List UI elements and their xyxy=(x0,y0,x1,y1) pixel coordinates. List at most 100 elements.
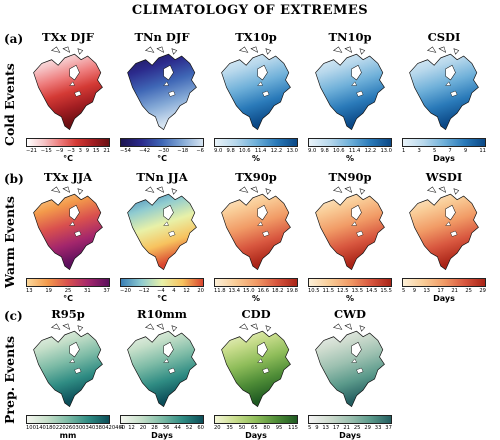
land-shape xyxy=(315,193,385,271)
land-shape xyxy=(409,53,479,131)
land-shape xyxy=(315,53,385,131)
north-america-map xyxy=(221,323,291,408)
tick-label: 20 xyxy=(214,425,221,431)
tick-label: −21 xyxy=(26,148,37,154)
tick-label: 19.8 xyxy=(286,288,298,294)
map-panel xyxy=(215,45,297,137)
map-panel xyxy=(215,322,297,414)
tick-label: 21 xyxy=(451,288,458,294)
row-side-label: Prep. Events xyxy=(2,335,17,425)
map-panel xyxy=(309,322,391,414)
arctic-islands xyxy=(144,323,178,332)
panel-title: TNn DJF xyxy=(134,30,190,44)
land-shape xyxy=(315,330,385,408)
tick-label: 15 xyxy=(92,148,100,154)
tick-label: 31 xyxy=(84,288,91,294)
tick-label: −54 xyxy=(120,148,131,154)
tick-label: 80 xyxy=(263,425,270,431)
tick-label: −15 xyxy=(40,148,52,154)
colorbar-ticks: −20 −12 −4 4 12 20 xyxy=(120,288,204,294)
row-tag: (b) xyxy=(4,172,24,186)
colorbar xyxy=(26,138,110,147)
panel-title: TX10p xyxy=(235,30,277,44)
tick-label: 16.6 xyxy=(257,288,270,294)
map-panel xyxy=(27,322,109,414)
north-america-map xyxy=(33,323,103,408)
tick-label: 18.2 xyxy=(271,288,284,294)
tick-label: 3 xyxy=(78,148,82,154)
panel-title: TX90p xyxy=(235,170,277,184)
tick-label: 11.8 xyxy=(214,288,226,294)
north-america-map xyxy=(127,186,197,271)
colorbar xyxy=(308,278,392,287)
arctic-islands xyxy=(332,46,366,55)
tick-label: 180 xyxy=(45,425,56,431)
tick-label: 25 xyxy=(64,288,72,294)
tick-label: −20 xyxy=(120,288,131,294)
panel-title: R95p xyxy=(51,307,85,321)
tick-label: 12.2 xyxy=(364,148,377,154)
map-panel xyxy=(121,185,203,277)
land-shape xyxy=(33,330,103,408)
tick-label: 11.4 xyxy=(348,148,361,154)
tick-label: 9.8 xyxy=(320,148,329,154)
tick-label: 4 xyxy=(120,425,124,431)
land-shape xyxy=(221,53,291,131)
tick-label: 380 xyxy=(95,425,106,431)
north-america-map xyxy=(315,323,385,408)
tick-label: −18 xyxy=(177,148,189,154)
land-shape xyxy=(127,330,197,408)
hudson-bay xyxy=(445,64,456,81)
colorbar-ticks: 13 19 25 31 37 xyxy=(26,288,110,294)
great-lakes xyxy=(257,81,270,97)
arctic-islands xyxy=(144,46,178,55)
figure-title: CLIMATOLOGY OF EXTREMES xyxy=(131,3,369,18)
colorbar-ticks: 10.5 11.5 12.5 13.5 14.5 15.5 xyxy=(308,288,392,294)
arctic-islands xyxy=(238,323,272,332)
great-lakes xyxy=(351,221,364,237)
tick-label: 15.0 xyxy=(242,288,255,294)
tick-label: 37 xyxy=(385,425,392,431)
tick-label: 9 xyxy=(463,148,468,154)
arctic-islands xyxy=(50,46,84,55)
map-panel xyxy=(309,185,391,277)
hudson-bay xyxy=(257,341,268,358)
tick-label: −42 xyxy=(139,148,151,154)
tick-label: 9.8 xyxy=(226,148,235,154)
colorbar-ticks: 11.8 13.4 15.0 16.6 18.2 19.8 xyxy=(214,288,298,294)
tick-label: −9 xyxy=(55,148,64,154)
land-shape xyxy=(409,193,479,271)
colorbar xyxy=(308,415,392,424)
colorbar-ticks: −54 −42 −30 −18 −6 xyxy=(120,148,204,154)
great-lakes xyxy=(351,81,364,97)
unit-label: Days xyxy=(151,431,173,440)
panel-title: TN10p xyxy=(328,30,372,44)
map-panel xyxy=(121,322,203,414)
tick-label: 11 xyxy=(479,148,486,154)
tick-label: 20 xyxy=(139,425,147,431)
map-panel xyxy=(121,45,203,137)
land-shape xyxy=(33,193,103,271)
hudson-bay xyxy=(163,64,174,81)
tick-label: −30 xyxy=(158,148,170,154)
tick-label: 15.5 xyxy=(380,288,392,294)
north-america-map xyxy=(127,323,197,408)
arctic-islands xyxy=(238,46,272,55)
great-lakes xyxy=(257,221,270,237)
colorbar-ticks: 9.0 9.8 10.6 11.4 12.2 13.0 xyxy=(214,148,298,154)
colorbar xyxy=(214,278,298,287)
tick-label: 260 xyxy=(65,425,76,431)
north-america-map xyxy=(221,186,291,271)
arctic-islands xyxy=(50,186,84,195)
arctic-islands xyxy=(50,323,84,332)
colorbar-ticks: 20 35 50 65 80 95 115 xyxy=(214,425,298,431)
tick-label: −4 xyxy=(157,288,165,294)
tick-label: 25 xyxy=(465,288,472,294)
great-lakes xyxy=(351,358,364,374)
great-lakes xyxy=(69,358,82,374)
unit-label: Days xyxy=(339,431,361,440)
tick-label: 65 xyxy=(251,425,258,431)
panel-title: CWD xyxy=(333,307,367,321)
panel-title: TNn JJA xyxy=(136,170,188,184)
great-lakes xyxy=(163,81,176,97)
